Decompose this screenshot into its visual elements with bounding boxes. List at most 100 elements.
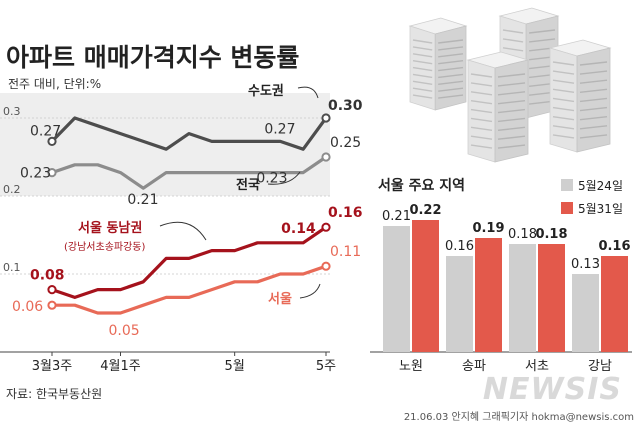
- line-value-label: 0.21: [127, 192, 158, 208]
- building-window-row: [438, 66, 464, 72]
- line-series-3: [51, 225, 327, 299]
- building-window-row: [438, 94, 464, 99]
- building-window-row: [552, 79, 575, 84]
- line-value-label: 0.05: [109, 323, 140, 339]
- building-window-row: [438, 53, 464, 58]
- bar-value-label: 0.19: [472, 221, 504, 236]
- bar-chart: 서울 주요 지역 5월24일 5월31일 0.210.22 노원 0.16 0.19 송파…: [370, 177, 632, 374]
- bar-curr: [412, 220, 439, 352]
- line-value-label: 0.16: [328, 205, 363, 221]
- bar-value-label: 0.21: [382, 209, 411, 224]
- bar-marks: 0.210.22 노원 0.16 0.19 송파 0.180.18 서초 0.13 0.16 강남: [370, 203, 632, 374]
- building-window-row: [497, 73, 526, 78]
- building-window-row: [552, 106, 575, 112]
- y-tick-label: 0.1: [3, 261, 21, 274]
- bar-value-label: 0.16: [598, 239, 630, 254]
- line-value-label: 0.06: [12, 299, 43, 315]
- annotation-arrow: [267, 171, 301, 185]
- building-window-row: [412, 53, 433, 58]
- line-series-2: [51, 155, 327, 190]
- building-window-row: [470, 99, 493, 105]
- line-series-group: [47, 113, 331, 315]
- building-window-row: [497, 144, 526, 149]
- line-series-4: [52, 264, 327, 315]
- line-grid: 0.3 0.2 0.1: [0, 93, 330, 353]
- building-window-row: [552, 125, 575, 130]
- bar-value-label: 0.18: [508, 227, 537, 242]
- building-window-row: [470, 82, 493, 87]
- line-endpoint-marker: [321, 113, 331, 123]
- line-endpoint-marker: [47, 136, 57, 146]
- bar-chart-title: 서울 주요 지역: [378, 177, 465, 194]
- line-chart: 0.30.20.1 0.27 0.270.300.230.210.230.250.…: [0, 84, 363, 374]
- legend-label: 5월31일: [578, 202, 623, 216]
- bar-legend: 5월24일 5월31일: [561, 179, 623, 216]
- building-window-row: [438, 80, 464, 86]
- legend-swatch: [561, 202, 573, 214]
- building-window-row: [552, 115, 575, 121]
- bar-value-label: 0.13: [571, 257, 600, 272]
- bar-curr: [475, 238, 502, 352]
- annotation-arrow: [159, 221, 207, 241]
- building-window-row: [438, 73, 464, 79]
- source-note: 자료: 한국부동산원: [6, 387, 102, 401]
- building-window-row: [552, 88, 575, 94]
- x-tick-label: 3월3주: [32, 359, 73, 374]
- bar-prev: [509, 244, 536, 352]
- building-window-row: [529, 29, 556, 34]
- building-window-row: [438, 59, 464, 65]
- y-tick-label: 0.3: [3, 105, 21, 118]
- line-value-label: 0.08: [30, 268, 65, 284]
- x-tick-label: 5주: [316, 359, 336, 374]
- series-name-gangnam4: 서울 동남권: [78, 220, 142, 236]
- building-window-row: [552, 97, 575, 103]
- bar-curr: [601, 256, 628, 352]
- bar-value-label: 0.22: [409, 203, 441, 218]
- building-window-row: [497, 135, 526, 140]
- legend-label: 5월24일: [578, 179, 623, 193]
- building-window-row: [412, 39, 433, 44]
- building-window-row: [579, 115, 608, 121]
- building-window-row: [412, 46, 433, 51]
- line-series-1: [50, 116, 328, 151]
- bar-category-label: 노원: [399, 359, 423, 374]
- building-window-row: [438, 39, 464, 44]
- building-window-row: [579, 125, 608, 130]
- series-sub-label: (강남서초송파강동): [64, 241, 146, 253]
- building-window-row: [470, 108, 493, 114]
- line-value-label: 0.14: [281, 221, 316, 237]
- bar-prev: [572, 274, 599, 352]
- building-window-row: [497, 117, 526, 123]
- bar-category-label: 송파: [462, 359, 486, 374]
- building-window-row: [502, 29, 524, 34]
- legend-swatch: [561, 179, 573, 191]
- x-tick-label: 5월: [225, 359, 245, 374]
- building-window-row: [579, 70, 608, 75]
- building-window-row: [412, 80, 433, 86]
- credit-line: 21.06.03 안지혜 그래픽기자 hokma@newsis.com: [404, 411, 634, 423]
- line-value-label: 0.23: [20, 166, 51, 182]
- unit-note: 전주 대비, 단위:%: [8, 77, 101, 91]
- line-value-label: 0.23: [256, 171, 287, 187]
- apartment-buildings-illustration: [408, 7, 612, 163]
- building-window-row: [470, 135, 493, 140]
- building-window-row: [470, 126, 493, 132]
- watermark-logo: NEWSIS: [482, 372, 622, 407]
- building-window-row: [497, 108, 526, 114]
- line-endpoint-marker: [47, 300, 57, 310]
- annotation-arrow: [299, 283, 321, 299]
- series-name-capital: 수도권: [248, 84, 284, 99]
- building-window-row: [470, 144, 493, 149]
- building-window-row: [552, 61, 575, 66]
- building-window-row: [412, 66, 433, 72]
- line-x-axis: 3월3주 4월1주 5월 5주: [32, 352, 336, 374]
- bar-curr: [538, 244, 565, 352]
- building-window-row: [579, 79, 608, 84]
- building-window-row: [579, 61, 608, 66]
- bar-value-label: 0.16: [445, 239, 474, 254]
- building-window-row: [497, 91, 526, 96]
- building-window-row: [470, 73, 493, 78]
- building-window-row: [579, 97, 608, 103]
- building-window-row: [470, 117, 493, 123]
